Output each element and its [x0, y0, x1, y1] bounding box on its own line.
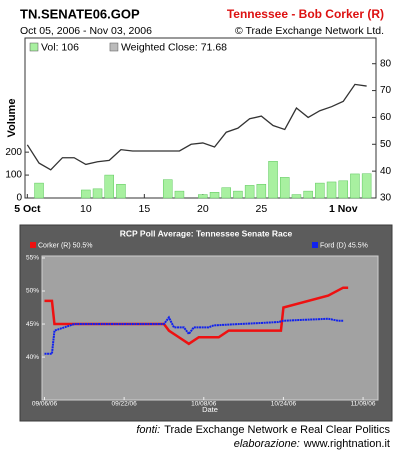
volume-bar: [244, 185, 255, 199]
volume-bar: [279, 177, 290, 199]
x-tick-label: 25: [255, 203, 267, 215]
y-tick-label: 200: [5, 147, 22, 158]
x-tick-label: 09/06/06: [32, 401, 58, 408]
volume-bar: [326, 181, 337, 199]
legend-swatch: [109, 42, 119, 52]
x-tick-label: 10/24/06: [271, 401, 297, 408]
y2-tick-label: 80: [380, 58, 392, 69]
y2-tick-label: 60: [380, 112, 392, 123]
volume-bar: [116, 183, 126, 199]
price-line: [26, 83, 367, 171]
footer-text: Trade Exchange Network e Real Clear Poli…: [164, 424, 390, 436]
legend-swatch: [312, 242, 318, 248]
volume-bar: [221, 187, 231, 199]
x-tick-label: 20: [197, 203, 209, 215]
volume-bar: [81, 189, 91, 199]
volume-bar: [209, 192, 220, 199]
legend-label: Ford (D) 45.5%: [320, 242, 368, 249]
y-axis-label: Volume: [6, 99, 18, 138]
volume-bar: [350, 173, 360, 199]
y2-tick-label: 50: [380, 139, 392, 150]
market-name: Tennessee - Bob Corker (R): [227, 7, 384, 21]
volume-bar: [233, 190, 243, 199]
chart-title: TN.SENATE06.GOP: [20, 6, 140, 21]
poll-line: [44, 315, 344, 355]
volume-bar: [198, 194, 208, 199]
y2-tick-label: 40: [380, 166, 392, 177]
x-tick-label: 10: [80, 203, 92, 215]
footer-text: www.rightnation.it: [303, 438, 390, 450]
chart-subtitle: Oct 05, 2006 - Nov 03, 2006: [20, 25, 152, 37]
volume-bar: [92, 188, 103, 199]
x-tick-label: 10/08/06: [191, 401, 217, 408]
volume-bar: [291, 194, 302, 199]
x-tick-label: 15: [138, 203, 150, 215]
footer-line: fonti: Trade Exchange Network e Real Clea…: [136, 424, 390, 436]
plot-area: [41, 255, 379, 401]
volume-bar: [104, 174, 114, 199]
y-tick-label: 40%: [26, 354, 39, 361]
volume-bar: [174, 190, 185, 199]
footer-line: elaborazione: www.rightnation.it: [234, 438, 390, 450]
legend-swatch: [30, 242, 36, 248]
bottom-chart: 40% 45% 50% 55% 09/06/06 09/22/06 10/08/06 10/2…: [26, 242, 376, 408]
legend-label: Corker (R) 50.5%: [38, 242, 92, 249]
x-tick-label: 09/22/06: [111, 401, 137, 408]
volume-bar: [338, 180, 348, 199]
volume-bar: [303, 190, 313, 199]
x-tick-label: 1 Nov: [329, 203, 358, 215]
x-axis-label: Date: [202, 405, 218, 414]
volume-bar: [361, 173, 372, 199]
top-chart: 0 100 200 30 40 50 60 70 80 5 Oct 10 15 20 25 1 Nov Vol…: [5, 41, 391, 215]
volume-bar: [268, 161, 278, 199]
y-tick-label: 50%: [26, 288, 39, 295]
x-tick-label: 5 Oct: [14, 203, 41, 215]
volume-bar: [315, 182, 325, 199]
plot-frame: [24, 37, 377, 199]
y-tick-label: 55%: [26, 255, 39, 262]
y-tick-label: 45%: [26, 321, 39, 328]
y2-tick-label: 30: [380, 193, 392, 204]
legend-label: Weighted Close: 71.68: [121, 41, 227, 53]
y-tick-label: 0: [16, 193, 22, 204]
legend-label: Vol: 106: [41, 41, 79, 53]
legend-swatch: [29, 42, 39, 52]
chart-title: RCP Poll Average: Tennessee Senate Race: [120, 228, 293, 238]
volume-bar: [34, 182, 44, 199]
footer-label: fonti:: [136, 424, 160, 436]
x-tick-label: 11/09/06: [351, 401, 376, 408]
y-tick-label: 100: [5, 170, 22, 181]
volume-bar: [162, 179, 173, 199]
y2-tick-label: 70: [380, 85, 392, 96]
footer-label: elaborazione:: [234, 438, 300, 450]
volume-bar: [256, 183, 267, 199]
copyright: © Trade Exchange Network Ltd.: [235, 25, 384, 37]
